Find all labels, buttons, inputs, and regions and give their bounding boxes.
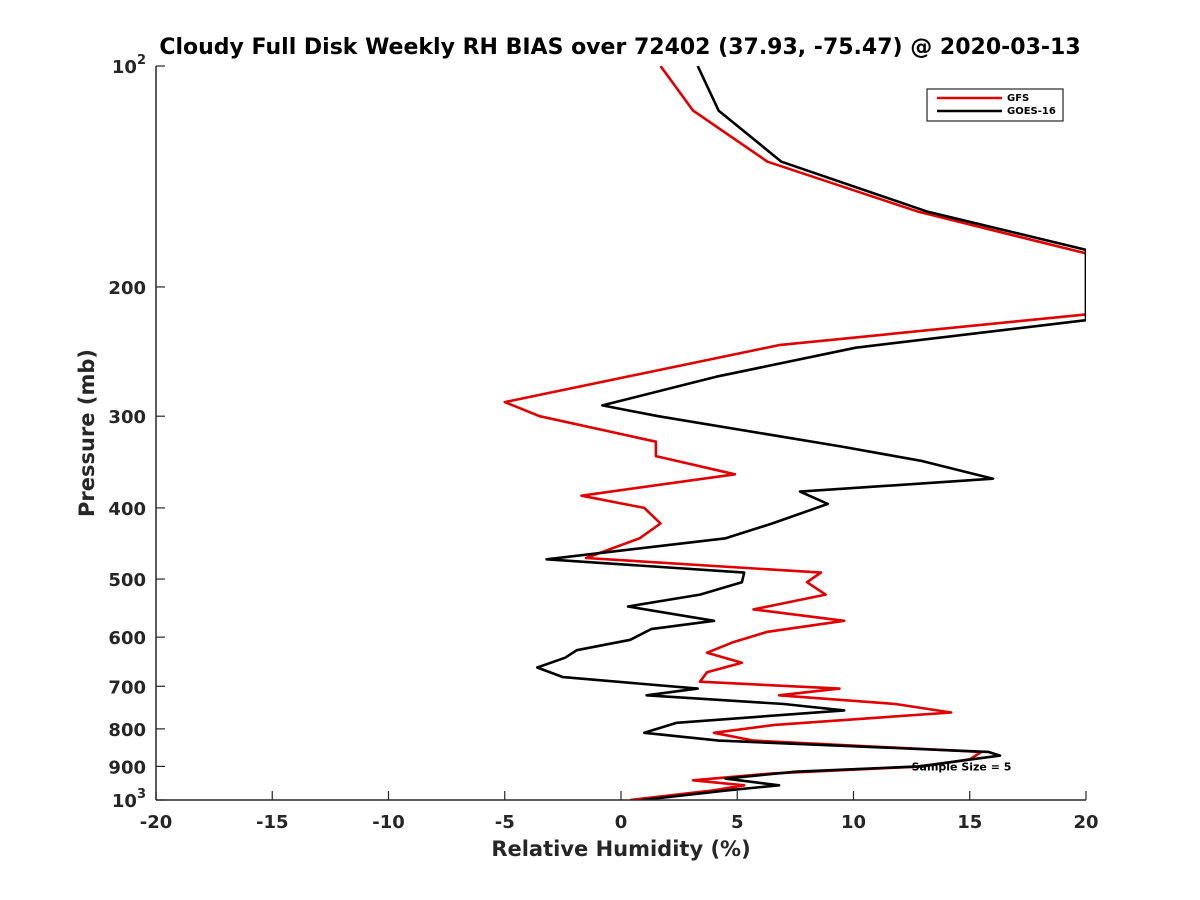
y-tick-label: 300 [108,407,146,428]
y-tick-label: 600 [108,628,146,649]
plot-lines [503,66,1086,800]
y-tick-label: 700 [108,677,146,698]
y-tick-label: 900 [108,757,146,778]
series-line-goes-16 [535,66,1086,800]
y-tick-label: 103 [112,787,146,812]
y-tick-label: 800 [108,720,146,741]
y-tick-label: 102 [112,53,146,78]
y-tick-label: 500 [108,570,146,591]
x-tick-label: 15 [957,812,982,833]
y-tick-label: 200 [108,278,146,299]
x-tick-label: 5 [731,812,744,833]
x-tick-label: -20 [140,812,173,833]
x-tick-label: -10 [372,812,405,833]
y-axis-ticks: 102 200 300 400 500 600 700 800 900 103 [108,53,165,812]
x-axis-label: Relative Humidity (%) [491,837,750,861]
x-tick-label: 20 [1073,812,1098,833]
x-axis-ticks: -20 -15 -10 -5 0 5 10 15 20 [140,791,1099,833]
legend-label-goes16: GOES-16 [1007,106,1056,117]
legend-box [926,88,1064,122]
sample-size-annotation: Sample Size = 5 [912,760,1012,773]
legend-label-gfs: GFS [1007,93,1029,104]
y-tick-label: 400 [108,499,146,520]
x-tick-label: -15 [256,812,289,833]
x-tick-label: 10 [841,812,866,833]
x-tick-label: 0 [615,812,628,833]
series-line-gfs [503,66,1086,800]
x-tick-label: -5 [495,812,515,833]
legend: GFS GOES-16 [926,88,1064,122]
y-axis-label: Pressure (mb) [75,349,99,517]
chart-title: Cloudy Full Disk Weekly RH BIAS over 724… [159,35,1080,60]
